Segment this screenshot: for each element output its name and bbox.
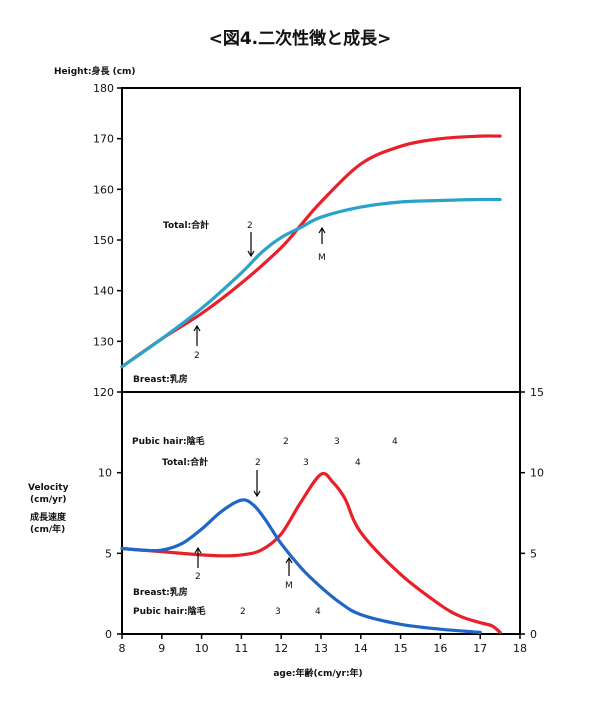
top-ylabel: Height:身長 (cm) [54,65,136,77]
bottom-m-arrow-head [285,556,293,564]
x-tick-label: 13 [314,642,328,655]
top-breast-stage: 2 [194,351,200,361]
left-y-tick-label: 5 [105,547,112,560]
x-tick-label: 18 [513,642,527,655]
top-m-label: M [318,253,326,263]
top-total-stage: 2 [247,221,253,231]
x-tick-label: 17 [473,642,487,655]
x-tick-label: 12 [274,642,288,655]
pubic-hair-label: Pubic hair:陰毛 [132,435,205,447]
top-m-arrow-head [318,226,326,234]
right-y-tick-label: 15 [530,386,544,399]
top-y-tick-label: 170 [93,133,114,146]
top-y-tick-label: 120 [93,386,114,399]
boys-pubic-stage-2: 2 [283,437,289,447]
top-total-arrow-head [247,250,255,258]
bottom-breast-label: Breast:乳房 [133,586,188,598]
bottom-total-arrow-head [253,490,261,498]
top-y-tick-label: 140 [93,285,114,298]
bottom-total-label: Total:合計 [162,456,208,468]
right-y-tick-label: 10 [530,467,544,480]
boys-total-stage-2: 2 [255,458,261,468]
bottom-series-line-0 [120,471,502,634]
velocity-label-2: (cm/yr) [30,495,67,505]
x-tick-label: 9 [158,642,165,655]
data-lines [120,134,502,634]
top-series-line-0 [120,134,502,369]
chart-title: <図4.二次性徴と成長> [208,29,392,49]
top-y-tick-label: 160 [93,183,114,196]
bottom-m-label: M [285,581,293,591]
x-tick-label: 15 [394,642,408,655]
bottom-breast-stage: 2 [195,572,201,582]
top-y-tick-label: 180 [93,82,114,95]
velocity-label-1: Velocity [28,483,69,493]
annotation-arrows [193,226,326,576]
girls-pubic-stage-4: 4 [315,607,321,617]
boys-pubic-stage-4: 4 [392,437,398,447]
bottom-series-line-1 [120,498,482,634]
boys-pubic-stage-3: 3 [334,437,340,447]
bottom-breast-arrow-head [194,546,202,554]
boys-total-stage-3: 3 [303,458,309,468]
velocity-label-3: 成長速度 [30,511,67,523]
top-panel-frame [121,87,521,393]
top-total-label: Total:合計 [163,219,209,231]
top-breast-arrow-head [193,324,201,332]
boys-total-stage-4: 4 [355,458,361,468]
girls-pubic-stage-3: 3 [275,607,281,617]
velocity-label-4: (cm/年) [30,523,65,535]
right-y-tick-label: 5 [530,547,537,560]
top-y-tick-label: 130 [93,335,114,348]
top-series-line-1 [120,197,502,369]
x-tick-label: 14 [354,642,368,655]
x-tick-label: 8 [119,642,126,655]
left-y-tick-label: 0 [105,628,112,641]
girls-pubic-stage-2: 2 [240,607,246,617]
girls-pubic-label: Pubic hair:陰毛 [133,605,206,617]
left-y-tick-label: 10 [98,467,112,480]
x-tick-label: 11 [234,642,248,655]
x-tick-label: 16 [433,642,447,655]
x-tick-label: 10 [195,642,209,655]
top-breast-label: Breast:乳房 [133,373,188,385]
top-y-tick-label: 150 [93,234,114,247]
x-axis-label: age:年齢(cm/yr:年) [273,667,362,679]
right-y-tick-label: 0 [530,628,537,641]
